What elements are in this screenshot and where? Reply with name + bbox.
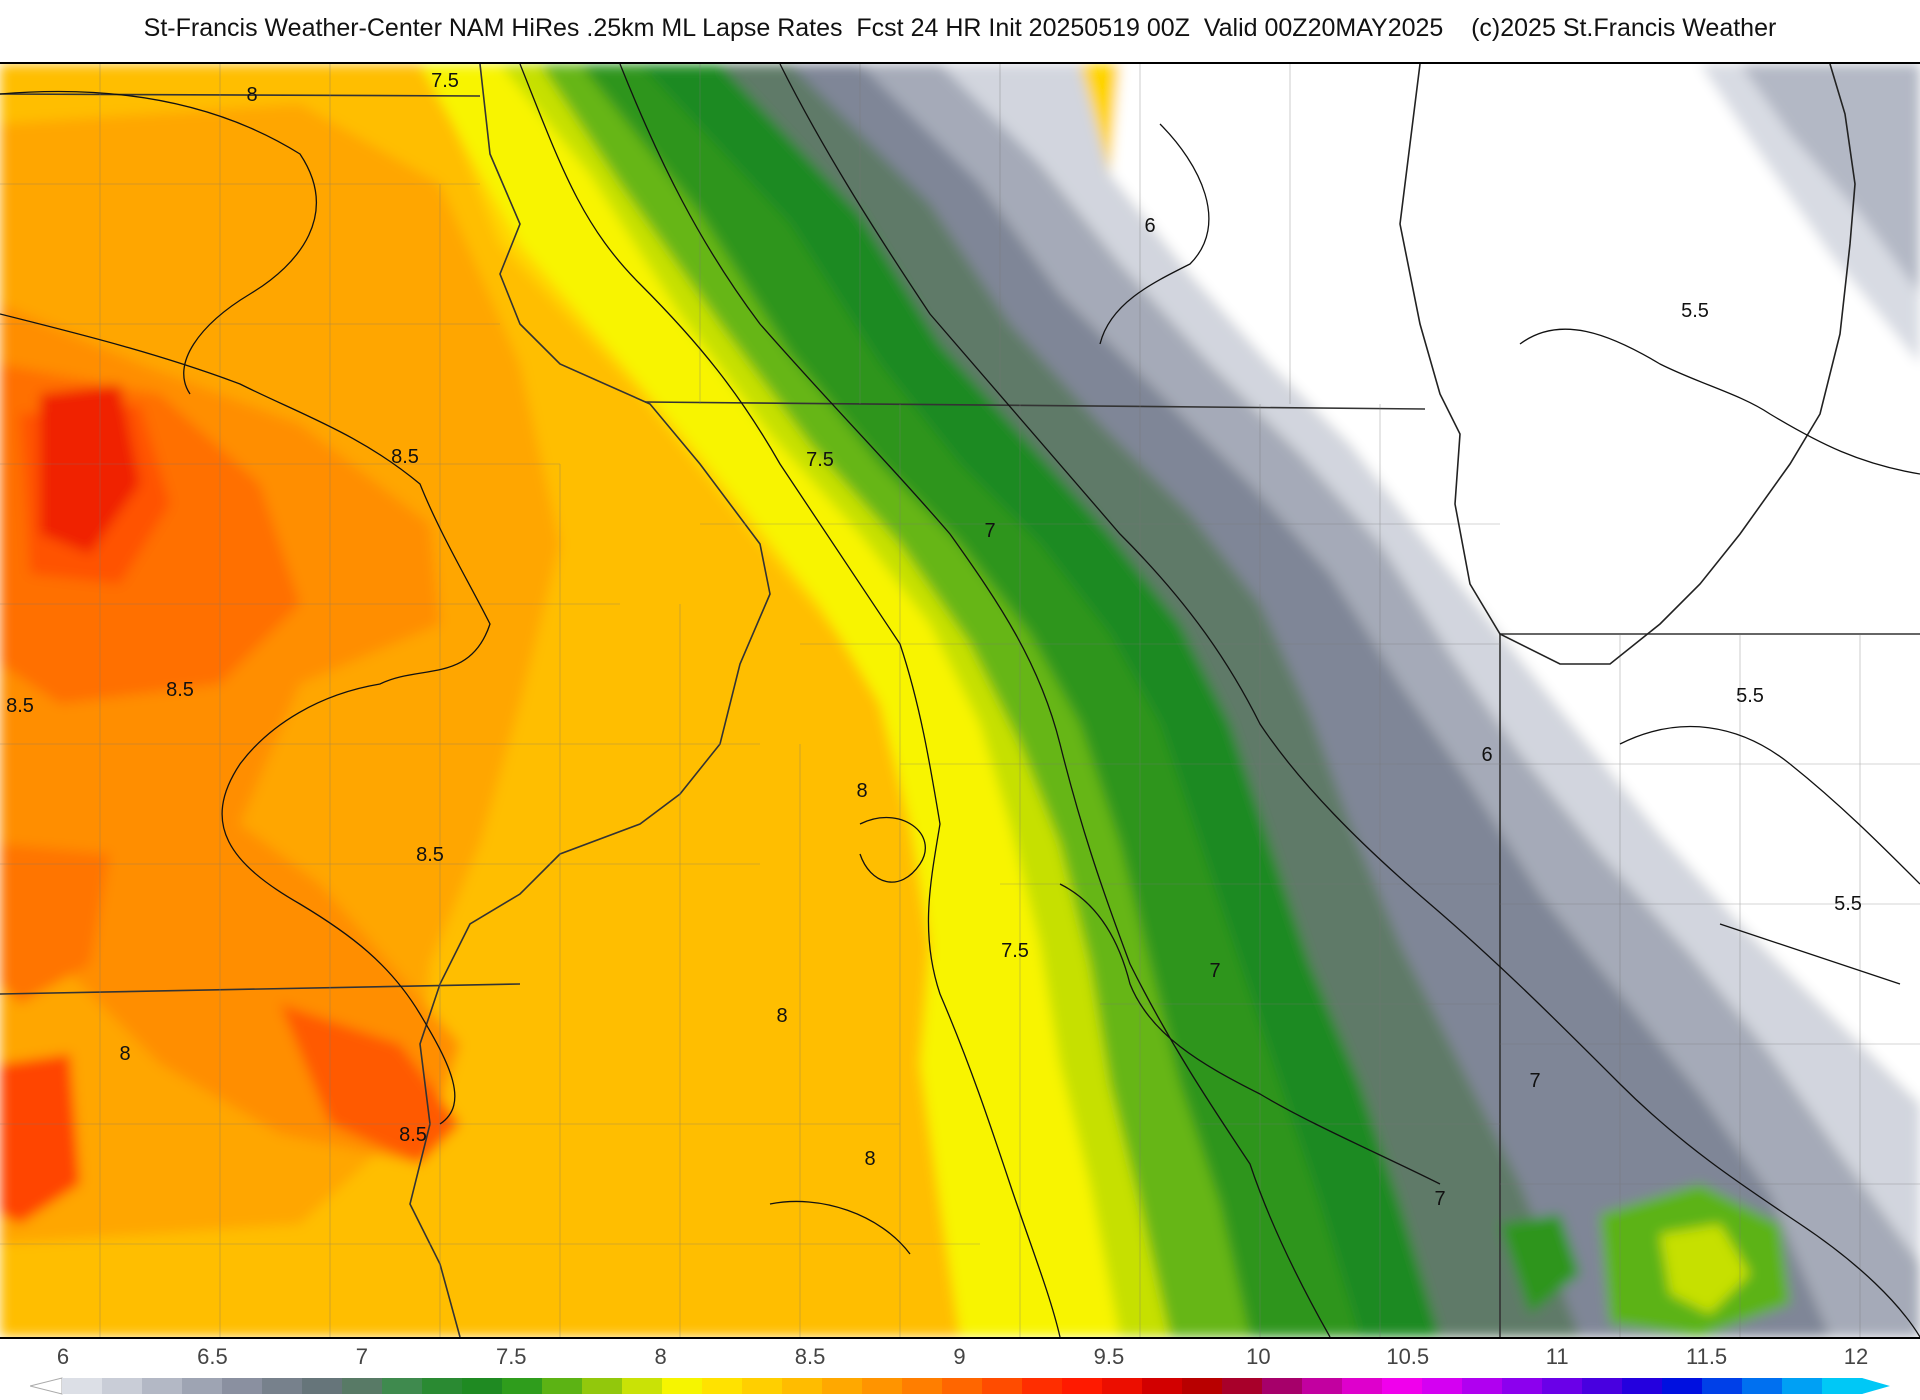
- colorbar-swatch: [1662, 1378, 1703, 1394]
- colorbar-tick-label: 9.5: [1093, 1344, 1125, 1369]
- colorbar-swatch: [62, 1378, 103, 1394]
- colorbar-tick-label: 7: [355, 1344, 368, 1369]
- colorbar-swatch: [1502, 1378, 1543, 1394]
- colorbar-swatch: [502, 1378, 543, 1394]
- colorbar-swatch: [1622, 1378, 1663, 1394]
- colorbar-swatch: [1782, 1378, 1823, 1394]
- colorbar-tick-label: 10: [1246, 1344, 1271, 1369]
- contour-label: 5.5: [1736, 685, 1764, 707]
- colorbar-swatch: [1422, 1378, 1463, 1394]
- colorbar-swatch: [622, 1378, 663, 1394]
- colorbar-swatch: [942, 1378, 983, 1394]
- contour-lines: [0, 64, 1920, 1337]
- colorbar-swatch: [1742, 1378, 1783, 1394]
- colorbar-tick-label: 6: [56, 1344, 70, 1369]
- colorbar-swatch: [1542, 1378, 1583, 1394]
- contour-label: 7.5: [806, 449, 834, 471]
- colorbar-swatch: [1062, 1378, 1103, 1394]
- colorbar-swatch: [1582, 1378, 1623, 1394]
- contour-label: 7.5: [1001, 940, 1029, 962]
- contour-label: 8: [246, 84, 257, 106]
- colorbar-swatch: [902, 1378, 943, 1394]
- contour-label: 7.5: [431, 70, 459, 92]
- colorbar-swatch: [662, 1378, 703, 1394]
- colorbar-swatch: [342, 1378, 383, 1394]
- colorbar-swatch: [1302, 1378, 1343, 1394]
- colorbar-swatch: [1702, 1378, 1743, 1394]
- colorbar-swatch: [1262, 1378, 1303, 1394]
- contour-label: 7: [1209, 960, 1220, 982]
- contour-label: 5.5: [1834, 893, 1862, 915]
- contour-label: 6: [1144, 215, 1155, 237]
- colorbar-swatch: [542, 1378, 583, 1394]
- colorbar-swatch: [742, 1378, 783, 1394]
- colorbar-swatch: [222, 1378, 263, 1394]
- colorbar-max-extend: [1862, 1378, 1890, 1394]
- colorbar: [30, 1377, 1890, 1395]
- contour-label: 8: [864, 1148, 875, 1170]
- lake-outline: [1399, 64, 1856, 665]
- colorbar-swatch: [1142, 1378, 1183, 1394]
- colorbar-swatch: [142, 1378, 183, 1394]
- contour-label: 7: [1434, 1188, 1445, 1210]
- contour-labels: 8 7.5 8.5 8.5 8.5 8.5 8.5 8 7.5 7 8 7.5 8 8 7 7 7 6 5.5 6 5.…: [6, 70, 1862, 1210]
- colorbar-tick-label: 11: [1545, 1344, 1569, 1369]
- contour-label: 8: [856, 780, 867, 802]
- colorbar-swatch: [1462, 1378, 1503, 1394]
- colorbar-tick-label: 12: [1843, 1344, 1869, 1369]
- contour-label: 8.5: [391, 446, 419, 468]
- contour-label: 8: [119, 1043, 130, 1065]
- colorbar-swatch: [822, 1378, 863, 1394]
- lapse-rate-fill: [0, 64, 1920, 1337]
- contour-label: 8.5: [6, 695, 34, 717]
- colorbar-swatch: [182, 1378, 223, 1394]
- colorbar-swatch: [1342, 1378, 1383, 1394]
- colorbar-swatch: [462, 1378, 503, 1394]
- contour-label: 5.5: [1681, 300, 1709, 322]
- contour-label: 8: [776, 1005, 787, 1027]
- colorbar-swatch: [702, 1378, 743, 1394]
- contour-label: 8.5: [416, 844, 444, 866]
- colorbar-swatch: [422, 1378, 463, 1394]
- colorbar-swatch: [582, 1378, 623, 1394]
- contour-label: 7: [1529, 1070, 1540, 1092]
- colorbar-swatch: [982, 1378, 1023, 1394]
- colorbar-tick-label: 8: [654, 1344, 667, 1369]
- colorbar-min-extend: [30, 1377, 63, 1395]
- colorbar-tick-label: 6.5: [197, 1344, 228, 1369]
- colorbar-tick-label: 11.5: [1685, 1344, 1728, 1369]
- map-title: St-Francis Weather-Center NAM HiRes .25k…: [143, 14, 1777, 42]
- colorbar-swatch: [1822, 1378, 1863, 1394]
- colorbar-swatch: [262, 1378, 303, 1394]
- colorbar-swatch: [302, 1378, 343, 1394]
- colorbar-tick-label: 10.5: [1386, 1344, 1430, 1369]
- colorbar-tick-label: 7.5: [495, 1344, 527, 1369]
- contour-label: 7: [984, 520, 995, 542]
- colorbar-swatch: [1182, 1378, 1223, 1394]
- colorbar-swatch: [382, 1378, 423, 1394]
- colorbar-swatch: [782, 1378, 823, 1394]
- county-lines: [0, 64, 1920, 1337]
- colorbar-swatch: [1022, 1378, 1063, 1394]
- map-panel: 8 7.5 8.5 8.5 8.5 8.5 8.5 8 7.5 7 8 7.5 8 8 7 7 7 6 5.5 6 5.…: [0, 62, 1920, 1339]
- contour-label: 8.5: [166, 679, 194, 701]
- colorbar-swatch: [1382, 1378, 1423, 1394]
- lapse-rate-map: 8 7.5 8.5 8.5 8.5 8.5 8.5 8 7.5 7 8 7.5 8 8 7 7 7 6 5.5 6 5.…: [0, 64, 1920, 1337]
- colorbar-tick-label: 8.5: [794, 1344, 826, 1369]
- colorbar-swatch: [1222, 1378, 1263, 1394]
- colorbar-swatch: [862, 1378, 903, 1394]
- colorbar-tick-label: 9: [953, 1344, 966, 1369]
- contour-label: 6: [1481, 744, 1492, 766]
- colorbar-swatch: [102, 1378, 143, 1394]
- contour-label: 8.5: [399, 1124, 427, 1146]
- colorbar-swatch: [1102, 1378, 1143, 1394]
